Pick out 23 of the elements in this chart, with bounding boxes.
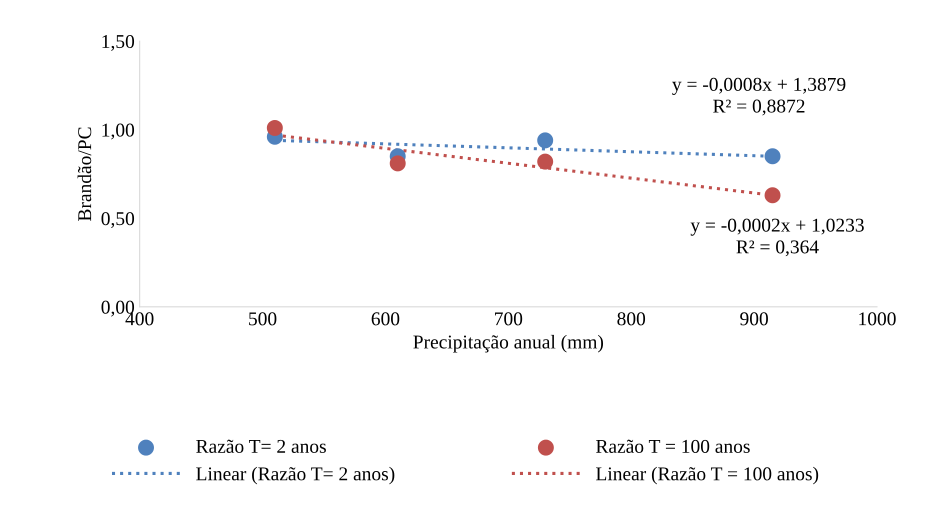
x-tick-label: 900 (740, 312, 768, 326)
point (266, 120, 283, 136)
legend-label: Linear (Razão T= 2 anos) (196, 466, 394, 484)
y-axis-title: Brandão/PC (78, 128, 92, 221)
y-tick-label: 1,50 (102, 34, 134, 51)
legend-label: Linear (Razão T = 100 anos) (596, 466, 818, 484)
x-tick-label: 500 (249, 312, 276, 326)
y-tick-label: 1,00 (102, 124, 134, 140)
point (537, 154, 554, 170)
x-tick-label: 800 (617, 312, 646, 326)
x-axis-title: Precipitação anual (mm) (413, 334, 604, 353)
point (390, 155, 406, 172)
y-tick-label: 0,50 (102, 212, 134, 228)
x-tick-label: 700 (495, 312, 522, 326)
point (764, 148, 781, 164)
x-tick-label: 1000 (859, 312, 896, 326)
x-tick-label: 600 (372, 312, 400, 326)
annotation: y = -0,0002x + 1,0233 R² = 0,364 (690, 218, 864, 256)
point (764, 187, 781, 204)
point (537, 132, 554, 148)
legend-label: Razão T= 2 anos (196, 440, 326, 453)
annotation: y = -0,0008x + 1,3879 R² = 0,8872 (672, 78, 846, 116)
legend-label: Razão T = 100 anos (596, 440, 750, 453)
